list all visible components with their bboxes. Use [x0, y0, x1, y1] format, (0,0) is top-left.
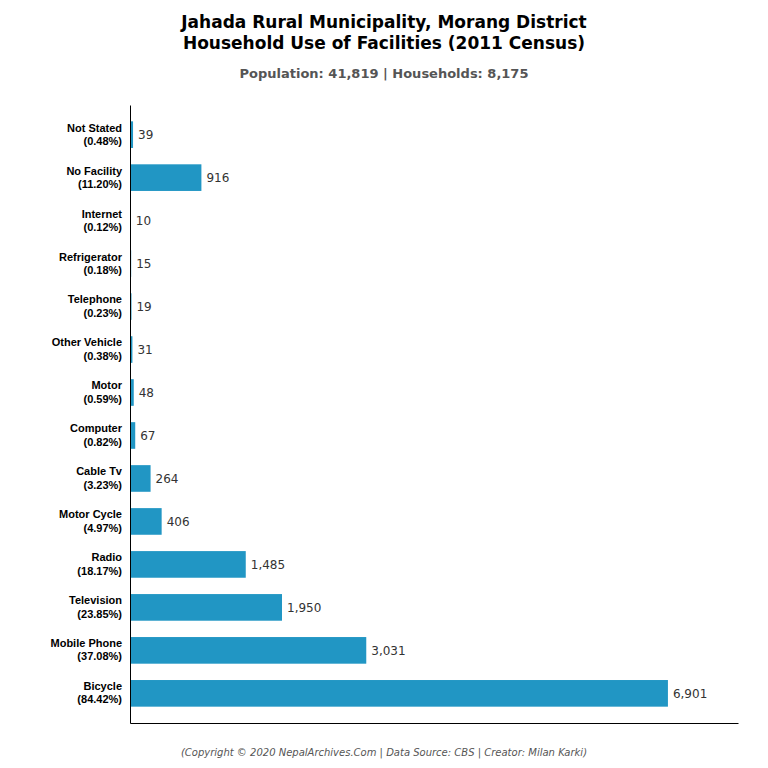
bar	[130, 637, 366, 664]
bars	[130, 121, 668, 706]
y-tick-label: Not Stated(0.48%)	[67, 122, 122, 147]
y-tick: Motor Cycle(4.97%)	[59, 508, 122, 533]
data-label: 15	[136, 257, 151, 271]
y-tick: Television(23.85%)	[69, 594, 122, 619]
y-tick-label: Motor Cycle(4.97%)	[59, 508, 122, 533]
y-tick-label: Other Vehicle(0.38%)	[52, 336, 123, 361]
bar	[130, 680, 668, 707]
footer: (Copyright © 2020 NepalArchives.Com | Da…	[181, 747, 587, 759]
data-label: 67	[140, 429, 155, 443]
subtitle: Population: 41,819 | Households: 8,175	[240, 66, 529, 81]
y-tick: Computer(0.82%)	[70, 422, 123, 447]
y-tick: Mobile Phone(37.08%)	[51, 637, 123, 662]
y-tick-label: Refrigerator(0.18%)	[59, 251, 123, 276]
data-label: 1,485	[251, 558, 285, 572]
data-labels: 6,901 3,031 1,950 1,485 406 264 67 48 31 19 15 10 91…	[136, 128, 708, 701]
y-tick: No Facility(11.20%)	[66, 165, 123, 190]
data-label: 19	[136, 300, 151, 314]
y-tick: Other Vehicle(0.38%)	[52, 336, 123, 361]
y-tick: Cable Tv(3.23%)	[76, 465, 123, 490]
data-label: 31	[137, 343, 152, 357]
y-tick: Radio(18.17%)	[77, 551, 122, 576]
y-axis-line	[130, 106, 131, 724]
bar	[130, 594, 282, 621]
y-tick: Internet(0.12%)	[82, 208, 123, 233]
y-tick-label: Computer(0.82%)	[70, 422, 123, 447]
y-tick-label: Telephone(0.23%)	[68, 293, 123, 318]
y-tick: Bicycle(84.42%)	[77, 680, 122, 705]
plot: 6,901 3,031 1,950 1,485 406 264 67 48 31 19 15 10 91…	[51, 106, 739, 724]
y-tick-label: Mobile Phone(37.08%)	[51, 637, 123, 662]
y-tick-label: Internet(0.12%)	[82, 208, 123, 233]
y-tick-label: No Facility(11.20%)	[66, 165, 123, 190]
x-axis-line	[131, 723, 739, 724]
y-axis: Bicycle(84.42%) Mobile Phone(37.08%) Telev…	[51, 106, 131, 724]
data-label: 6,901	[673, 687, 707, 701]
y-tick-label: Television(23.85%)	[69, 594, 122, 619]
data-label: 916	[206, 171, 229, 185]
title: Jahada Rural Municipality, Morang Distri…	[180, 12, 586, 53]
data-label: 3,031	[371, 644, 405, 658]
bar	[130, 164, 201, 191]
data-label: 264	[156, 472, 179, 486]
bar	[130, 465, 151, 492]
y-tick: Motor(0.59%)	[83, 379, 122, 404]
y-tick: Refrigerator(0.18%)	[59, 251, 123, 276]
x-axis	[131, 723, 739, 724]
data-label: 406	[167, 515, 190, 529]
chart: Jahada Rural Municipality, Morang Distri…	[0, 0, 768, 768]
data-label: 39	[138, 128, 153, 142]
data-label: 48	[139, 386, 154, 400]
y-tick: Not Stated(0.48%)	[67, 122, 122, 147]
bar	[130, 508, 162, 535]
data-label: 10	[136, 214, 151, 228]
bar	[130, 551, 246, 578]
y-tick: Telephone(0.23%)	[68, 293, 123, 318]
y-tick-label: Cable Tv(3.23%)	[76, 465, 123, 490]
data-label: 1,950	[287, 601, 321, 615]
y-tick-label: Bicycle(84.42%)	[77, 680, 122, 705]
y-tick-label: Motor(0.59%)	[83, 379, 122, 404]
y-tick-label: Radio(18.17%)	[77, 551, 122, 576]
